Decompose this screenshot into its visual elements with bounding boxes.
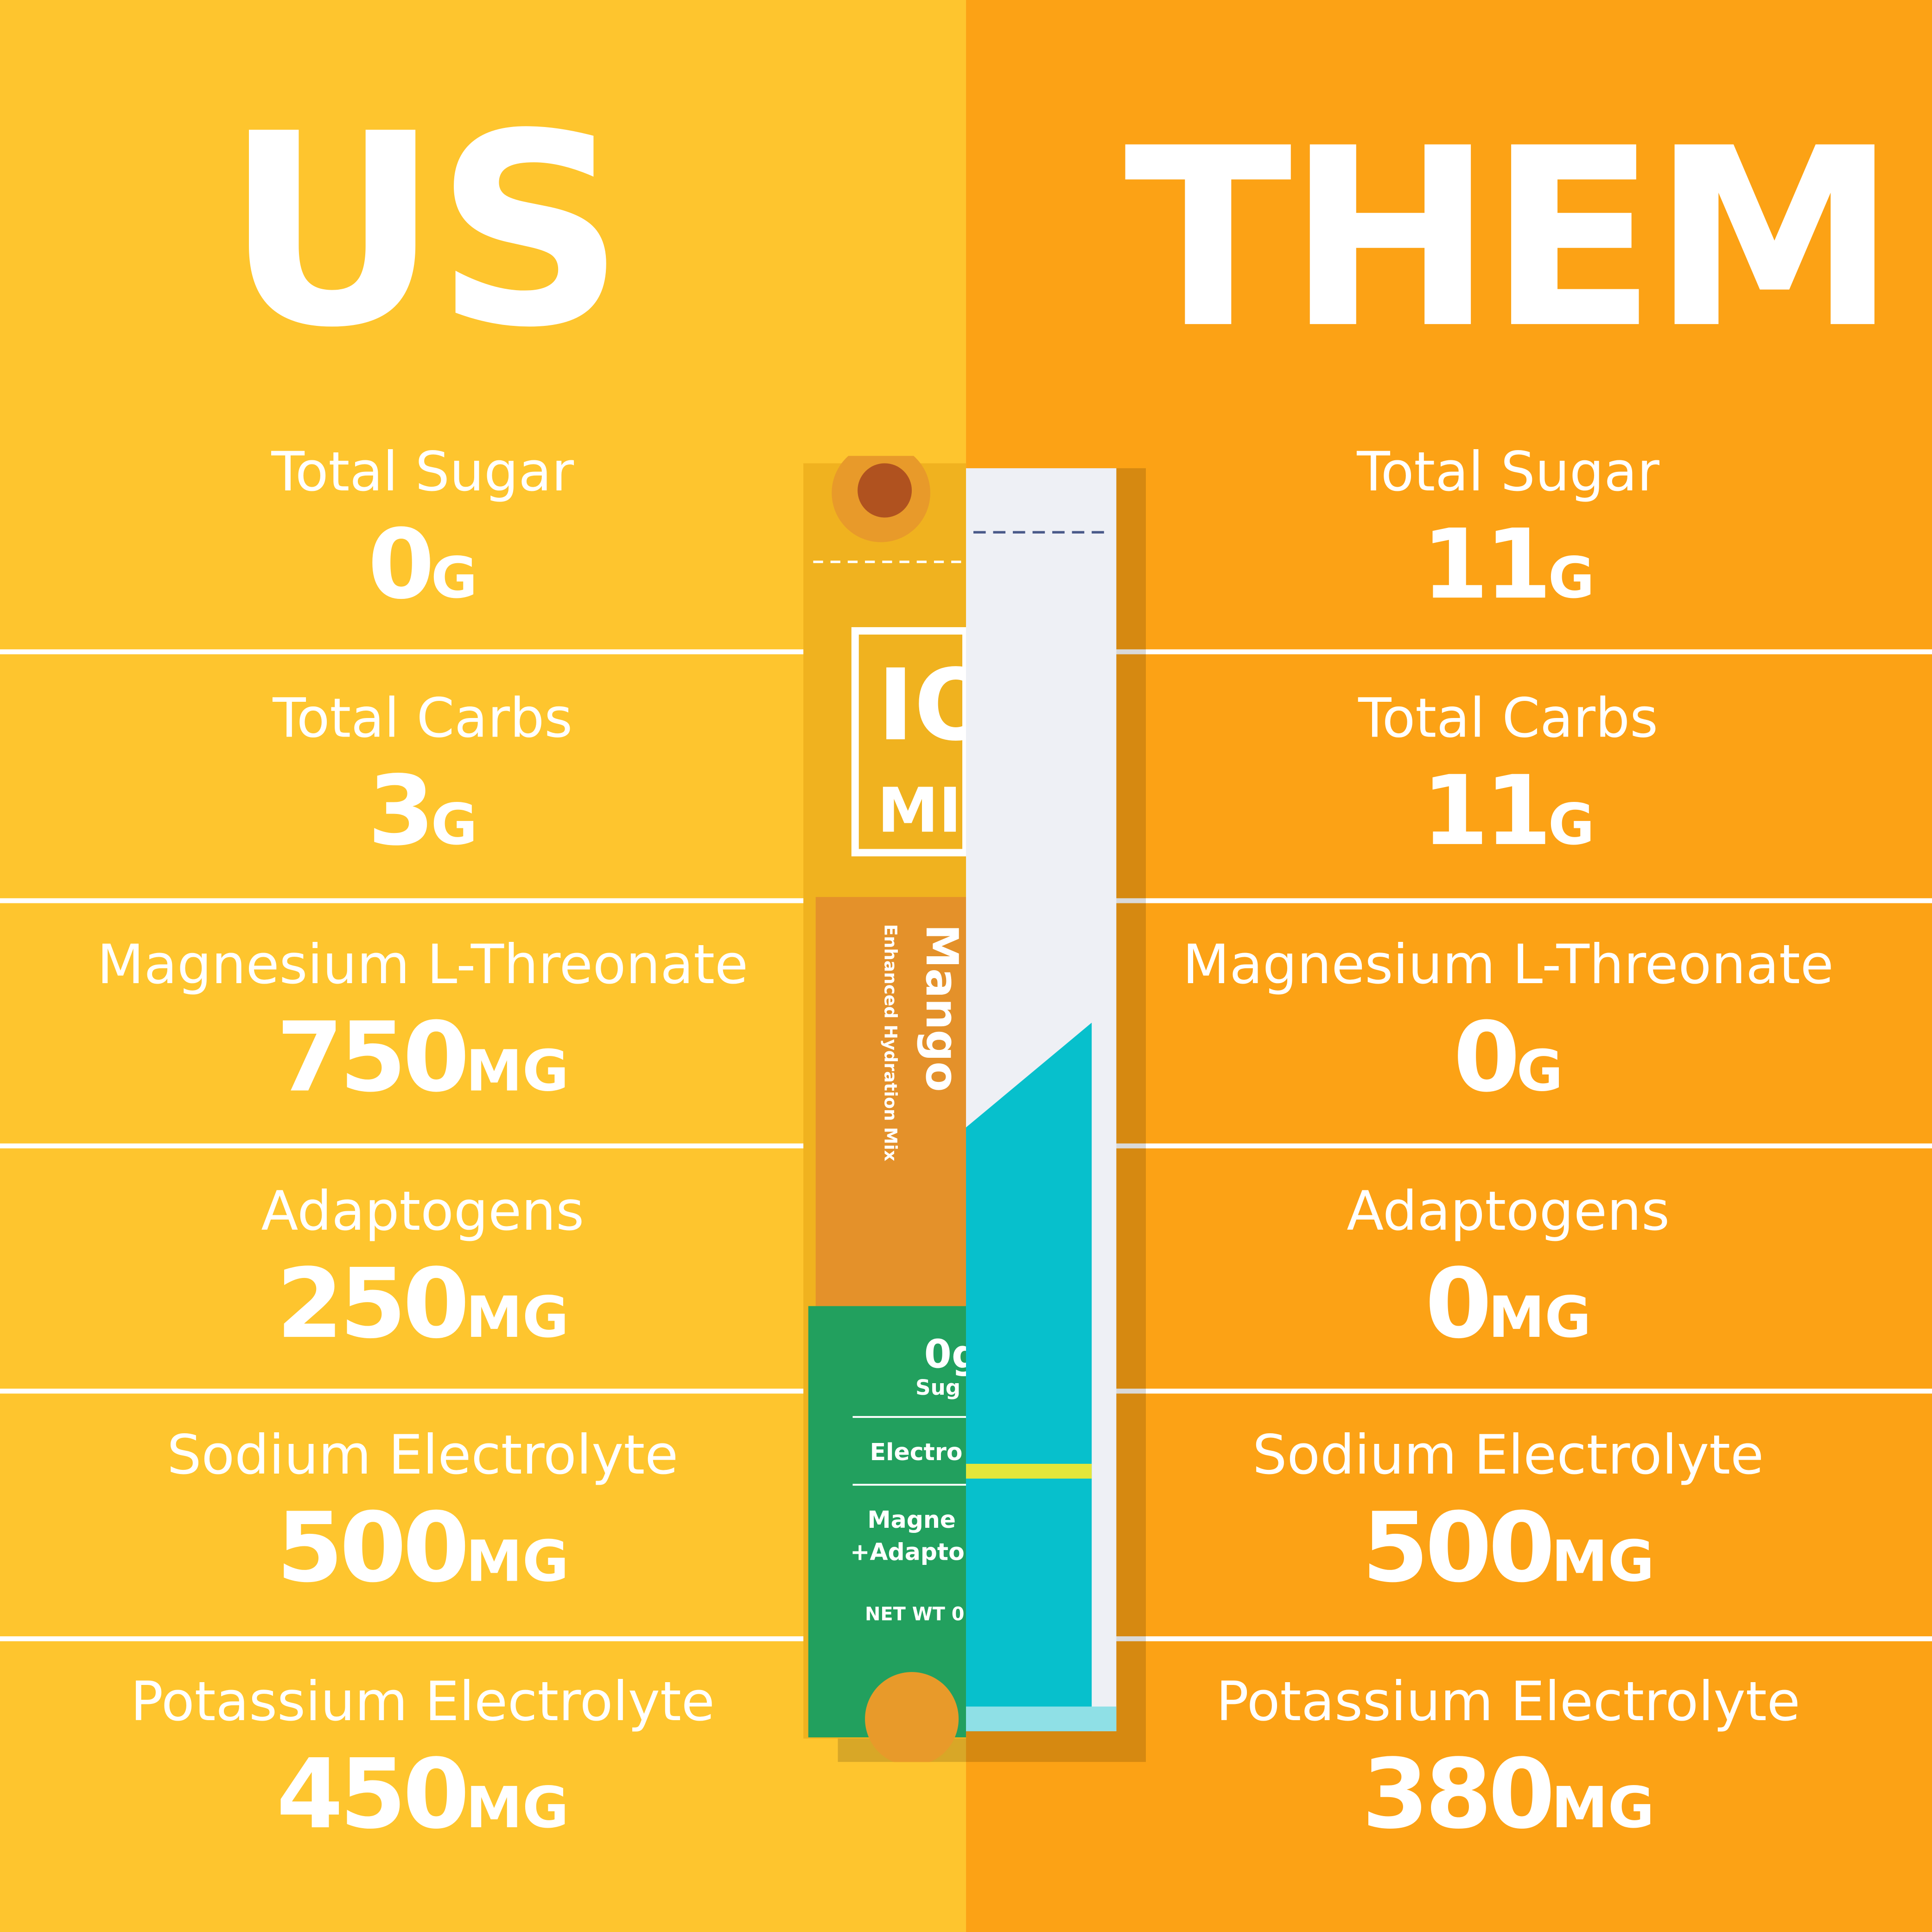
them-row-value: 500MG bbox=[1362, 1493, 1655, 1604]
us-row: Adaptogens 250MG bbox=[0, 1185, 845, 1432]
svg-text:Enhanced Hydration Mix: Enhanced Hydration Mix bbox=[881, 924, 901, 1162]
row-divider bbox=[0, 1143, 828, 1149]
us-row-value: 750MG bbox=[276, 1003, 569, 1114]
row-divider bbox=[1096, 1143, 1932, 1149]
them-row: Total Carbs 11G bbox=[966, 687, 1932, 939]
them-panel: THEM Total Sugar 11G Total Carbs 11G Magnesi… bbox=[966, 0, 1932, 1932]
us-row-value: 500MG bbox=[276, 1493, 569, 1604]
svg-text:+Adapto: +Adapto bbox=[850, 1538, 965, 1565]
us-row-label: Adaptogens bbox=[261, 1180, 585, 1244]
them-row-label: Sodium Electrolyte bbox=[1252, 1424, 1764, 1487]
row-divider bbox=[0, 649, 828, 655]
them-row: Potassium Electrolyte 380MG bbox=[966, 1671, 1932, 1922]
row-divider bbox=[1096, 1636, 1932, 1641]
us-row-value: 450MG bbox=[276, 1740, 569, 1851]
us-row-label: Total Carbs bbox=[273, 687, 573, 750]
row-divider bbox=[1096, 1388, 1932, 1394]
them-row: Sodium Electrolyte 500MG bbox=[966, 1424, 1932, 1676]
product-packets: IO MI Mango Enhanced Hydration Mix 0g Su… bbox=[803, 456, 1146, 1762]
us-row: Sodium Electrolyte 500MG bbox=[0, 1424, 845, 1676]
them-row-label: Potassium Electrolyte bbox=[1216, 1671, 1800, 1734]
us-row-label: Total Sugar bbox=[271, 441, 574, 504]
us-row: Potassium Electrolyte 450MG bbox=[0, 1671, 845, 1922]
them-row: Magnesium L-Threonate 0G bbox=[966, 934, 1932, 1186]
us-row-label: Sodium Electrolyte bbox=[167, 1424, 679, 1487]
svg-text:MI: MI bbox=[877, 775, 962, 846]
us-row: Total Sugar 0G bbox=[0, 441, 845, 693]
them-row-label: Adaptogens bbox=[1347, 1180, 1670, 1244]
us-row-label: Potassium Electrolyte bbox=[130, 1671, 715, 1734]
them-row-label: Total Carbs bbox=[1358, 687, 1659, 750]
us-title: US bbox=[224, 76, 626, 386]
them-row-value: 380MG bbox=[1362, 1740, 1655, 1851]
them-row-value: 0G bbox=[1453, 1003, 1563, 1114]
row-divider bbox=[1096, 898, 1932, 903]
them-row-label: Magnesium L-Threonate bbox=[1182, 934, 1834, 997]
us-row-label: Magnesium L-Threonate bbox=[97, 934, 748, 997]
them-row-value: 11G bbox=[1422, 510, 1595, 621]
svg-text:Electro: Electro bbox=[870, 1438, 963, 1466]
us-row-value: 0G bbox=[368, 510, 478, 621]
them-row-value: 11G bbox=[1422, 756, 1595, 868]
packet-flavor: Mango bbox=[916, 924, 968, 1092]
them-row: Total Sugar 11G bbox=[966, 441, 1932, 693]
us-row-value: 250MG bbox=[276, 1249, 569, 1360]
them-row: Adaptogens 0MG bbox=[966, 1185, 1932, 1432]
us-row: Total Carbs 3G bbox=[0, 687, 845, 939]
row-divider bbox=[0, 898, 828, 903]
them-title: THEM bbox=[1124, 96, 1897, 383]
svg-text:Magne: Magne bbox=[867, 1506, 956, 1533]
row-divider bbox=[0, 1636, 828, 1641]
row-divider bbox=[1096, 649, 1932, 655]
row-divider bbox=[0, 1388, 828, 1394]
us-row: Magnesium L-Threonate 750MG bbox=[0, 934, 845, 1186]
peach-image-bottom bbox=[865, 1672, 959, 1762]
us-row-value: 3G bbox=[368, 756, 478, 868]
them-row-label: Total Sugar bbox=[1357, 441, 1659, 504]
them-row-value: 0MG bbox=[1425, 1249, 1591, 1360]
svg-text:Sug: Sug bbox=[915, 1375, 960, 1400]
svg-text:NET WT 0.2: NET WT 0.2 bbox=[865, 1604, 984, 1625]
